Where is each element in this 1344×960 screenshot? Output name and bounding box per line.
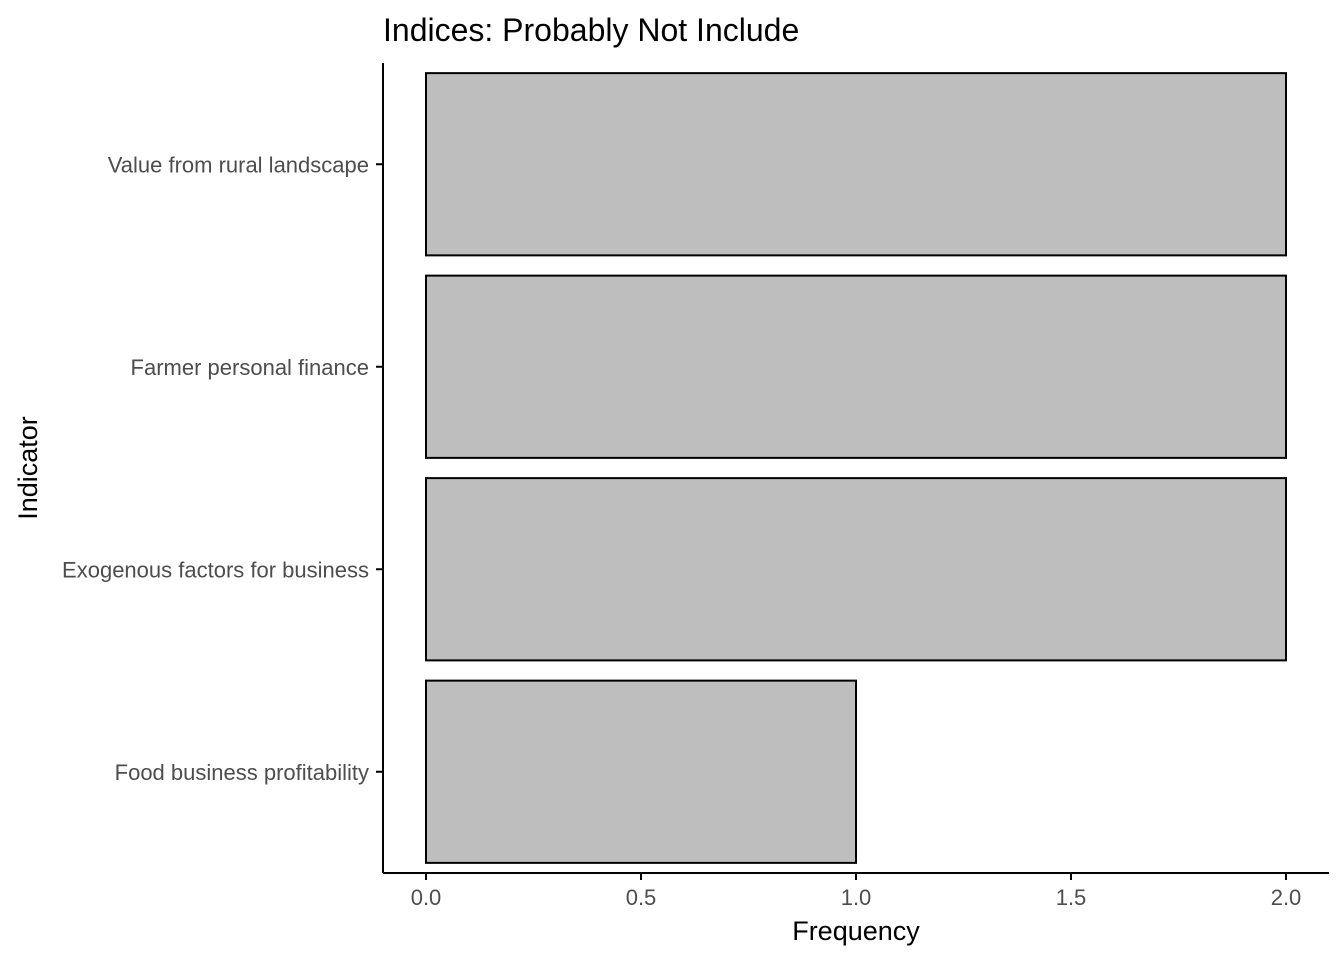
x-axis: 0.0 0.5 1.0 1.5 2.0: [383, 872, 1329, 910]
y-tick-label-3: Exogenous factors for business: [62, 557, 369, 582]
x-tick-label-1: 0.0: [411, 885, 442, 910]
bar-3: [425, 477, 1287, 662]
x-tick-label-3: 1.0: [841, 885, 872, 910]
x-tick-label-5: 2.0: [1271, 885, 1302, 910]
bar-1: [425, 72, 1287, 257]
x-tick-label-4: 1.5: [1056, 885, 1087, 910]
y-tick-label-4: Food business profitability: [115, 760, 369, 785]
x-tick-label-2: 0.5: [626, 885, 657, 910]
y-tick-label-1: Value from rural landscape: [108, 152, 369, 177]
y-tick-label-2: Farmer personal finance: [131, 355, 369, 380]
bars-layer: [425, 72, 1287, 864]
bar-2: [425, 274, 1287, 459]
y-axis: Value from rural landscape Farmer persona…: [62, 63, 384, 873]
bar-4: [425, 679, 857, 864]
x-axis-title: Frequency: [792, 916, 920, 946]
chart-title: Indices: Probably Not Include: [383, 12, 799, 48]
y-axis-title: Indicator: [13, 416, 43, 520]
